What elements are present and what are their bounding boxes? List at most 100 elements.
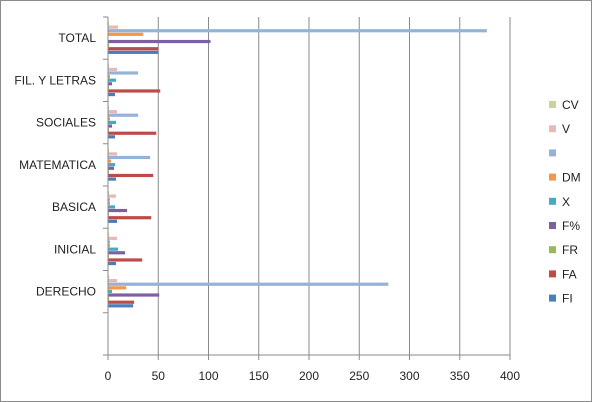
legend-label: CV (562, 98, 579, 112)
bar-fpct-total (108, 39, 211, 44)
bar-x-matematica (108, 163, 116, 167)
bar-fa-sociales (108, 131, 157, 135)
legend-label: F% (562, 219, 580, 233)
bar-fi-inicial (108, 261, 117, 266)
bar-unnamed-inicial (108, 240, 111, 244)
bar-cv-matematica (108, 148, 110, 152)
bar-fi-total (108, 50, 159, 54)
category-label: BASICA (52, 200, 96, 214)
legend-swatch (549, 125, 556, 133)
bar-fa-matematica (108, 173, 154, 178)
bar-cv-sociales (108, 106, 110, 110)
bar-x-derecho (108, 289, 113, 294)
bar-unnamed-basica (108, 198, 111, 202)
legend-swatch (549, 149, 556, 157)
bar-fa-derecho (108, 300, 135, 304)
bar-cv-derecho (108, 275, 110, 279)
legend-label: FA (562, 267, 577, 281)
x-tick-label: 200 (299, 369, 319, 383)
bar-unnamed-sociales (108, 113, 139, 117)
bar-cv-fil-y-letras (108, 64, 110, 68)
bar-fi-matematica (108, 177, 117, 181)
axes-layer (103, 16, 511, 360)
x-tick-label: 150 (249, 369, 269, 383)
bars-layer (108, 21, 487, 308)
legend-swatch (549, 101, 556, 108)
bar-unnamed-matematica (108, 155, 151, 160)
bar-fr-inicial (108, 254, 110, 258)
bar-fpct-sociales (108, 124, 113, 128)
legend-swatch (549, 173, 556, 181)
x-tick-label: 250 (349, 369, 369, 383)
legend-label: FI (562, 292, 573, 306)
legend-swatch (549, 270, 556, 278)
category-label: MATEMATICA (19, 158, 96, 172)
bar-dm-basica (108, 201, 111, 205)
x-tick-label: 400 (500, 369, 520, 383)
category-label: INICIAL (54, 242, 96, 256)
bar-fpct-fil-y-letras (108, 82, 113, 86)
bar-unnamed-derecho (108, 282, 389, 286)
bar-dm-inicial (108, 243, 111, 248)
bar-fi-derecho (108, 304, 134, 308)
bar-v-matematica (108, 152, 118, 156)
bar-v-inicial (108, 236, 118, 240)
legend-swatch (549, 222, 556, 229)
category-label: TOTAL (58, 31, 96, 45)
bar-cv-basica (108, 190, 110, 195)
bar-x-sociales (108, 120, 117, 125)
bar-fr-total (108, 43, 110, 47)
category-labels: DERECHO INICIAL BASICA MATEMATICA SOCIALES FI… (14, 31, 96, 299)
bar-v-fil-y-letras (108, 67, 118, 71)
bar-v-derecho (108, 279, 118, 283)
bar-fa-inicial (108, 258, 143, 262)
bar-dm-fil-y-letras (108, 74, 111, 79)
bar-fa-total (108, 47, 159, 51)
bar-fi-fil-y-letras (108, 92, 116, 97)
bar-dm-matematica (108, 159, 112, 163)
bar-dm-total (108, 32, 144, 36)
legend-label: DM (562, 171, 581, 185)
bar-fr-fil-y-letras (108, 85, 110, 89)
bar-fa-basica (108, 216, 152, 220)
legend-swatch (549, 197, 556, 205)
bar-cv-inicial (108, 233, 110, 237)
x-tick-label: 350 (450, 369, 470, 383)
bar-fr-matematica (108, 170, 110, 174)
category-label: SOCIALES (36, 116, 96, 130)
bar-fpct-matematica (108, 166, 115, 170)
bar-x-fil-y-letras (108, 78, 117, 82)
bar-x-basica (108, 205, 116, 209)
bar-v-total (108, 25, 119, 29)
category-label: FIL. Y LETRAS (14, 73, 96, 87)
legend: CV V DM X F% FR FA FI (549, 98, 581, 306)
bar-fr-basica (108, 212, 110, 216)
bar-v-basica (108, 194, 117, 198)
x-tick-label: 0 (105, 369, 112, 383)
legend-label: FR (562, 243, 578, 257)
legend-swatch (549, 246, 556, 254)
x-tick-label: 50 (152, 369, 166, 383)
bar-fi-basica (108, 219, 118, 223)
gridlines (157, 17, 511, 355)
bar-unnamed-total (108, 29, 487, 33)
legend-label: X (562, 195, 570, 209)
category-label: DERECHO (36, 285, 96, 299)
bar-x-inicial (108, 247, 119, 251)
bar-fr-derecho (108, 297, 110, 301)
bar-fi-sociales (108, 135, 116, 139)
legend-swatch (549, 294, 556, 302)
bar-fpct-basica (108, 208, 128, 213)
legend-label: V (562, 122, 570, 136)
x-tick-label: 300 (399, 369, 419, 383)
bar-cv-total (108, 21, 110, 26)
bar-fpct-derecho (108, 293, 160, 297)
x-tick-labels: 0 50 100 150 200 250 300 350 400 (105, 369, 521, 383)
bar-dm-sociales (108, 117, 111, 121)
bar-fpct-inicial (108, 251, 126, 255)
bar-fr-sociales (108, 128, 110, 132)
bar-unnamed-fil-y-letras (108, 71, 139, 75)
bar-dm-derecho (108, 286, 127, 290)
